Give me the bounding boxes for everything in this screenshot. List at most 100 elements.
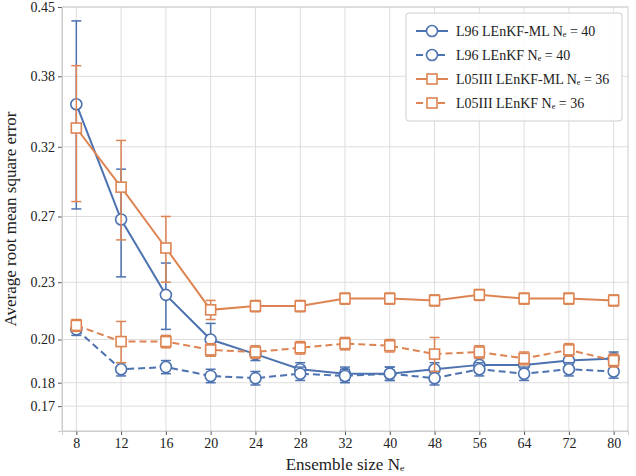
x-axis-title: Ensemble size Nₑ (286, 455, 405, 474)
plot-frame (62, 7, 628, 431)
legend-marker (427, 98, 437, 108)
legend-item: L96 LEnKF-ML Nₑ = 40 (416, 24, 595, 39)
marker (519, 294, 529, 304)
error-bar-cap (609, 353, 619, 355)
legend-marker (427, 50, 438, 61)
series-line (76, 325, 613, 360)
error-bar-cap (474, 358, 484, 360)
x-tick: 8 (73, 431, 80, 451)
y-tick-mark (58, 282, 62, 283)
x-tick-mark (300, 431, 301, 435)
x-tick-mark (166, 431, 167, 435)
error-bar-cap (116, 276, 126, 278)
error-bar (206, 369, 216, 382)
x-tick-mark (390, 431, 391, 435)
error-bar-cap (206, 355, 216, 357)
marker (385, 341, 395, 351)
x-tick: 40 (383, 431, 397, 451)
legend-item: L05III LEnKF-ML Nₑ = 36 (416, 72, 609, 87)
x-tick-mark (479, 431, 480, 435)
chart: 81216202428324048566472800.170.180.200.2… (0, 0, 636, 476)
marker (609, 356, 619, 366)
error-bar (116, 321, 126, 362)
error-bar (385, 340, 395, 352)
marker (609, 295, 619, 305)
error-bar (340, 369, 350, 382)
x-tick-mark (211, 431, 212, 435)
error-bar (161, 335, 171, 347)
x-tick: 64 (518, 431, 532, 451)
error-bar (519, 352, 529, 365)
marker (474, 290, 484, 300)
legend: L96 LEnKF-ML Nₑ = 40 L96 LEnKF Nₑ = 40 L05… (406, 13, 622, 121)
error-bar-cap (430, 371, 440, 373)
marker (474, 364, 485, 375)
error-bar-cap (116, 362, 126, 364)
marker (250, 347, 260, 357)
error-bar (206, 300, 216, 319)
x-tick-mark (569, 431, 570, 435)
x-tick-label: 64 (518, 436, 532, 451)
x-tick: 56 (473, 431, 487, 451)
marker (384, 368, 395, 379)
error-bar (564, 363, 574, 376)
x-tick-label: 24 (249, 436, 263, 451)
x-tick-label: 72 (562, 436, 576, 451)
marker (71, 123, 81, 133)
marker (205, 370, 216, 381)
legend-item: L05III LEnKF Nₑ = 36 (416, 96, 584, 111)
marker (384, 368, 395, 379)
error-bar (609, 365, 619, 378)
error-bar (474, 346, 484, 359)
error-bar (340, 293, 350, 304)
marker (116, 337, 126, 347)
x-tick-label: 28 (294, 436, 308, 451)
marker (608, 366, 619, 377)
error-bar (71, 66, 81, 202)
marker (295, 368, 306, 379)
legend-label: L96 LEnKF Nₑ = 40 (456, 48, 570, 63)
error-bar-cap (71, 65, 81, 67)
error-bar (250, 300, 260, 311)
marker (430, 295, 440, 305)
error-bar-cap (519, 351, 529, 353)
x-tick: 28 (294, 431, 308, 451)
marker (474, 347, 484, 357)
error-bar-cap (474, 358, 484, 360)
error-bar (430, 371, 440, 385)
y-tick: 0.27 (31, 209, 63, 224)
error-bar-cap (430, 371, 440, 373)
error-bar (206, 323, 216, 356)
grid-line (255, 7, 256, 431)
marker (250, 373, 261, 384)
error-bar (385, 367, 395, 380)
error-bar-line (76, 21, 78, 209)
marker (295, 301, 305, 311)
marker (116, 182, 126, 192)
x-tick-label: 56 (473, 436, 487, 451)
y-tick-label: 0.27 (31, 209, 56, 224)
plot: 81216202428324048566472800.170.180.200.2… (31, 0, 629, 451)
error-bar (609, 352, 619, 365)
error-bar-cap (116, 140, 126, 142)
y-tick-mark (58, 147, 62, 148)
error-bar (519, 293, 529, 304)
error-bar-cap (116, 321, 126, 323)
error-bar (161, 361, 171, 374)
error-bar (430, 295, 440, 306)
marker (161, 337, 171, 347)
error-bar (295, 367, 305, 380)
error-bar (609, 295, 619, 306)
series (71, 323, 619, 385)
grid-line (210, 7, 211, 431)
error-bar (71, 21, 81, 209)
error-bar-cap (206, 355, 216, 357)
error-bar-cap (206, 323, 216, 325)
error-bar (250, 346, 260, 359)
x-axis: 8121620242832404856647280 (63, 431, 629, 451)
error-bar (295, 342, 305, 355)
x-tick-label: 32 (339, 436, 353, 451)
y-tick: 0.32 (31, 140, 63, 155)
y-tick: 0.38 (31, 69, 63, 84)
y-tick-label: 0.32 (31, 140, 56, 155)
